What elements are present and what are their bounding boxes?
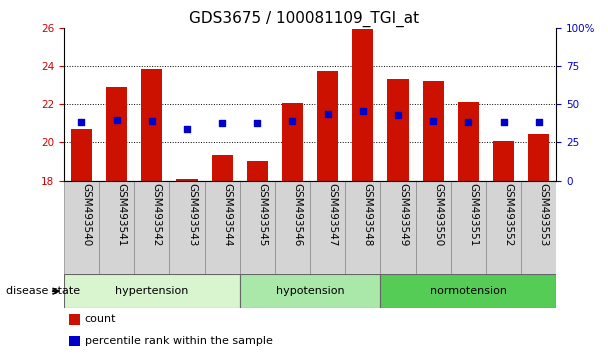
Point (358, 108, 368, 114)
FancyBboxPatch shape (486, 181, 521, 274)
Text: GSM493551: GSM493551 (468, 183, 478, 247)
Bar (69, 314, 80, 325)
FancyBboxPatch shape (64, 181, 99, 274)
Point (288, 118, 297, 124)
Text: GSM493542: GSM493542 (152, 183, 162, 247)
FancyBboxPatch shape (275, 181, 310, 274)
Text: GSM493553: GSM493553 (539, 183, 549, 247)
Bar (493, 141, 514, 181)
Point (534, 119, 544, 124)
Bar (106, 87, 127, 181)
FancyBboxPatch shape (204, 181, 240, 274)
Point (112, 117, 122, 122)
Text: GSM493540: GSM493540 (81, 183, 91, 247)
Point (217, 120, 227, 125)
Point (323, 111, 333, 117)
Bar (176, 179, 198, 181)
FancyBboxPatch shape (310, 181, 345, 274)
Bar (71, 129, 92, 181)
Bar (317, 71, 338, 181)
Text: percentile rank within the sample: percentile rank within the sample (85, 336, 272, 346)
FancyBboxPatch shape (381, 181, 416, 274)
Point (252, 120, 262, 125)
Bar (212, 155, 233, 181)
Text: GSM493549: GSM493549 (398, 183, 408, 247)
Bar (528, 134, 549, 181)
Text: GSM493545: GSM493545 (257, 183, 268, 247)
Text: hypertension: hypertension (115, 286, 188, 296)
FancyBboxPatch shape (451, 181, 486, 274)
Bar (387, 79, 409, 181)
FancyBboxPatch shape (64, 274, 240, 308)
Bar (141, 69, 162, 181)
Point (428, 118, 438, 124)
Bar (69, 336, 80, 346)
FancyBboxPatch shape (99, 181, 134, 274)
Bar (352, 29, 373, 181)
Text: hypotension: hypotension (276, 286, 344, 296)
Text: GSM493541: GSM493541 (117, 183, 126, 247)
Point (182, 126, 192, 132)
Bar (458, 102, 479, 181)
Text: GSM493544: GSM493544 (222, 183, 232, 247)
Text: GSM493548: GSM493548 (363, 183, 373, 247)
FancyBboxPatch shape (134, 181, 170, 274)
Text: GSM493546: GSM493546 (292, 183, 303, 247)
FancyBboxPatch shape (381, 274, 556, 308)
FancyBboxPatch shape (170, 181, 204, 274)
Point (393, 112, 403, 118)
Point (147, 118, 157, 124)
Text: GSM493547: GSM493547 (328, 183, 337, 247)
Bar (423, 81, 444, 181)
Text: GSM493550: GSM493550 (433, 183, 443, 247)
Text: count: count (85, 314, 116, 325)
FancyBboxPatch shape (521, 181, 556, 274)
Point (463, 119, 473, 124)
Point (499, 119, 508, 124)
Point (77, 119, 86, 124)
Bar (282, 103, 303, 181)
Bar (247, 161, 268, 181)
Text: GSM493543: GSM493543 (187, 183, 197, 247)
FancyBboxPatch shape (240, 274, 381, 308)
Text: GDS3675 / 100081109_TGI_at: GDS3675 / 100081109_TGI_at (189, 11, 419, 27)
FancyBboxPatch shape (240, 181, 275, 274)
FancyBboxPatch shape (345, 181, 381, 274)
FancyBboxPatch shape (416, 181, 451, 274)
Text: disease state: disease state (6, 286, 80, 296)
Text: GSM493552: GSM493552 (503, 183, 514, 247)
Text: normotension: normotension (430, 286, 507, 296)
